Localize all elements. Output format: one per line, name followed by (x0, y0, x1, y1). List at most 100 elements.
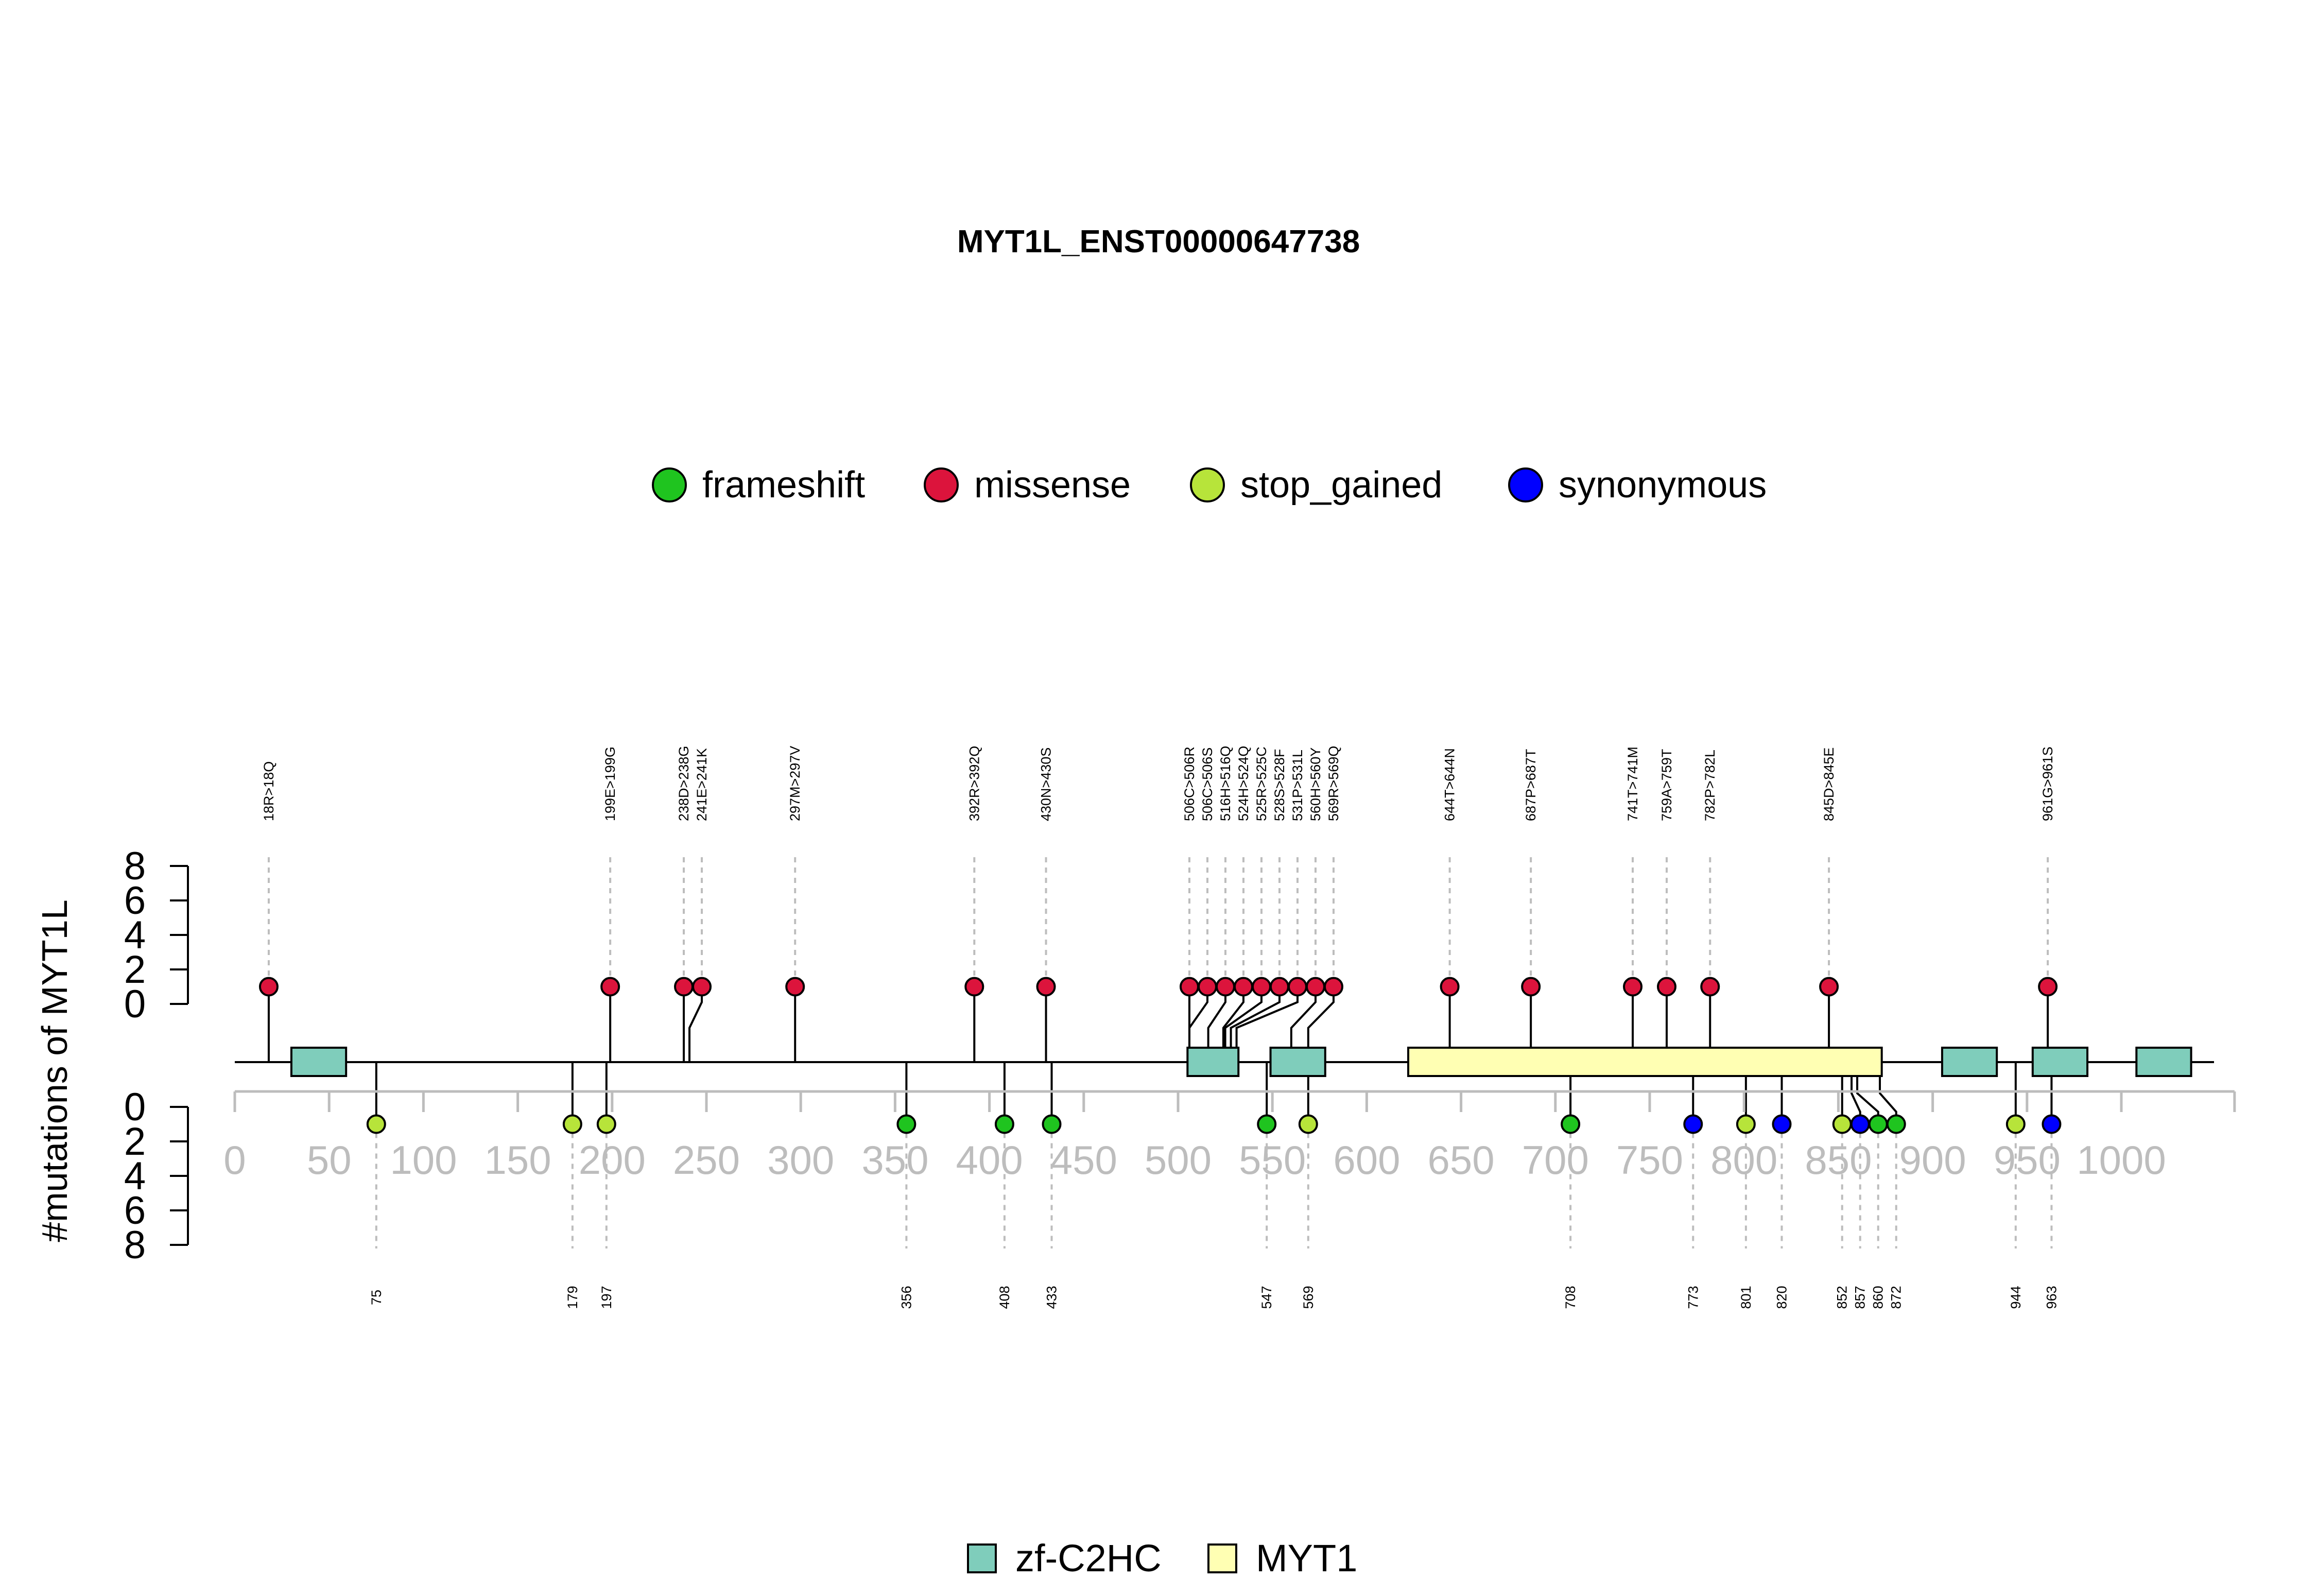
x-tick-label: 550 (1239, 1137, 1306, 1183)
mutation-label: 241E>241K (694, 748, 710, 821)
mutation-point-missense (1819, 977, 1839, 997)
mutation-label: 506C>506R (1182, 747, 1197, 821)
mutation-label: 644T>644N (1442, 748, 1458, 821)
mutation-point-synonymous (1683, 1114, 1703, 1134)
mutation-label: 199E>199G (602, 747, 618, 821)
x-tick-label: 700 (1522, 1137, 1589, 1183)
mutation-label: 782P>782L (1702, 750, 1718, 821)
bottom-mutation-points: 75 179 197 356 408 433 547 569 708 773 801 820 852 85… (366, 1114, 2062, 1309)
mutation-point-missense (1036, 977, 1056, 997)
mutation-point-synonymous (2042, 1114, 2062, 1134)
x-tick-label: 150 (485, 1137, 551, 1183)
mutation-point-frameshift (1886, 1114, 1906, 1134)
x-tick-label: 250 (673, 1137, 740, 1183)
y-tick-label: 0 (124, 982, 146, 1026)
mutation-point-missense (1251, 977, 1271, 997)
mutation-point-missense (1215, 977, 1235, 997)
y-tick-label: 4 (124, 1154, 146, 1198)
domain-zf-C2HC (1941, 1047, 1998, 1077)
position-label: 433 (1044, 1286, 1060, 1309)
position-label: 860 (1871, 1286, 1886, 1309)
x-tick-label: 600 (1333, 1137, 1400, 1183)
y-axis-label: #mutations of MYT1L (34, 899, 75, 1242)
x-tick-label: 950 (1994, 1137, 2061, 1183)
mutation-point-missense (785, 977, 805, 997)
domain-zf-C2HC (2135, 1047, 2192, 1077)
position-label: 179 (565, 1286, 580, 1309)
mutation-point-stop_gained (562, 1114, 582, 1134)
mutation-point-missense (1440, 977, 1460, 997)
domain-zf-C2HC (1269, 1047, 1326, 1077)
domain-legend-label-zf-C2HC: zf-C2HC (1015, 1537, 1162, 1580)
mutation-point-missense (674, 977, 694, 997)
mutation-label: 759A>759T (1659, 749, 1674, 821)
x-tick-label: 900 (1899, 1137, 1966, 1183)
mutation-point-stop_gained (596, 1114, 616, 1134)
domain-zf-C2HC (1186, 1047, 1240, 1077)
lollipop-stick (688, 986, 703, 1062)
mutation-label: 528S>528F (1272, 749, 1287, 821)
domain-legend-swatch-MYT1 (1207, 1543, 1237, 1573)
x-tick-label: 400 (956, 1137, 1023, 1183)
x-tick-label: 800 (1710, 1137, 1777, 1183)
mutation-label: 524H>524Q (1236, 746, 1251, 821)
mutation-point-missense (1233, 977, 1253, 997)
mutation-label: 845D>845E (1821, 748, 1837, 821)
mutation-point-synonymous (1772, 1114, 1792, 1134)
mutation-label: 525R>525C (1254, 747, 1269, 821)
mutation-point-missense (1269, 977, 1289, 997)
mutation-point-missense (1623, 977, 1643, 997)
mutation-point-frameshift (994, 1114, 1014, 1134)
domain-zf-C2HC (2031, 1047, 2089, 1077)
y-tick-label: 6 (124, 1189, 146, 1233)
mutation-point-missense (692, 977, 712, 997)
y-tick-label: 2 (124, 948, 146, 992)
x-tick-label: 0 (223, 1137, 246, 1183)
mutation-label: 506C>506S (1200, 748, 1215, 821)
mutation-label: 430N>430S (1039, 748, 1054, 821)
x-tick-label: 100 (390, 1137, 457, 1183)
mutation-point-frameshift (1257, 1114, 1277, 1134)
mutation-point-stop_gained (366, 1114, 386, 1134)
x-tick-label: 50 (307, 1137, 352, 1183)
position-label: 356 (898, 1286, 914, 1309)
mutation-point-stop_gained (1832, 1114, 1852, 1134)
mutation-point-frameshift (1561, 1114, 1581, 1134)
mutation-point-frameshift (1868, 1114, 1888, 1134)
chart-title: MYT1L_ENST00000647738 (957, 224, 1360, 259)
legend-swatch-stop_gained (1190, 467, 1225, 502)
position-label: 197 (599, 1286, 614, 1309)
mutation-label: 961G>961S (2040, 747, 2055, 821)
x-tick-label: 650 (1428, 1137, 1495, 1183)
mutation-point-missense (1521, 977, 1541, 997)
position-label: 408 (997, 1286, 1012, 1309)
legend-label-stop_gained: stop_gained (1240, 464, 1442, 506)
mutation-point-missense (1197, 977, 1217, 997)
mutation-label: 741T>741M (1625, 747, 1640, 821)
position-label: 708 (1563, 1286, 1578, 1309)
domain-legend-label-MYT1: MYT1 (1256, 1537, 1357, 1580)
mutation-label: 560H>560Y (1308, 748, 1323, 821)
x-tick-label: 850 (1805, 1137, 1872, 1183)
mutation-point-frameshift (1042, 1114, 1062, 1134)
position-label: 801 (1738, 1286, 1754, 1309)
legend-swatch-synonymous (1508, 467, 1543, 502)
y-tick-label: 8 (124, 1223, 146, 1267)
mutation-point-stop_gained (2005, 1114, 2026, 1134)
mutation-label: 18R>18Q (261, 761, 276, 821)
legend-swatch-missense (924, 467, 959, 502)
position-label: 773 (1685, 1286, 1701, 1309)
mutation-point-missense (600, 977, 620, 997)
legend-label-missense: missense (974, 464, 1131, 506)
mutation-point-missense (1179, 977, 1199, 997)
x-tick-label: 350 (861, 1137, 928, 1183)
mutation-point-missense (964, 977, 984, 997)
x-tick-label: 500 (1145, 1137, 1212, 1183)
y-tick-label: 4 (124, 913, 146, 957)
domain-legend-swatch-zf-C2HC (967, 1543, 997, 1573)
legend-swatch-frameshift (652, 467, 687, 502)
top-mutation-points: 18R>18Q 199E>199G 238D>238G 241E>241K 297M>2… (258, 746, 2058, 997)
mutation-label: 569R>569Q (1326, 746, 1341, 821)
